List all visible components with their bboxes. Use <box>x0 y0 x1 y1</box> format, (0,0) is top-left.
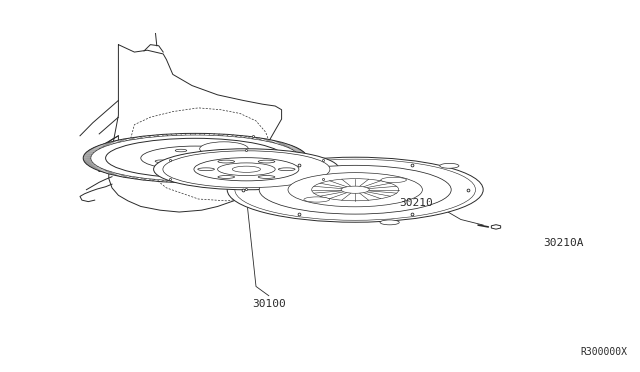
Ellipse shape <box>141 146 250 170</box>
Ellipse shape <box>163 151 330 188</box>
Ellipse shape <box>198 168 214 171</box>
Polygon shape <box>492 225 500 229</box>
Ellipse shape <box>204 164 215 167</box>
Text: 30100: 30100 <box>252 299 285 310</box>
Ellipse shape <box>218 163 275 176</box>
Ellipse shape <box>288 173 422 207</box>
Text: R300000X: R300000X <box>580 347 627 357</box>
Ellipse shape <box>218 160 235 163</box>
Ellipse shape <box>312 179 399 201</box>
Ellipse shape <box>83 134 307 183</box>
Ellipse shape <box>259 160 275 163</box>
Ellipse shape <box>154 149 339 190</box>
Ellipse shape <box>381 177 406 183</box>
Ellipse shape <box>224 154 236 156</box>
Ellipse shape <box>217 179 236 183</box>
Ellipse shape <box>218 176 234 179</box>
Ellipse shape <box>200 142 248 156</box>
Ellipse shape <box>235 159 476 220</box>
Ellipse shape <box>440 163 459 168</box>
Ellipse shape <box>194 158 299 181</box>
Text: 30210: 30210 <box>399 198 433 208</box>
Ellipse shape <box>380 220 399 225</box>
Ellipse shape <box>259 176 275 179</box>
Ellipse shape <box>259 165 451 214</box>
Ellipse shape <box>91 135 300 181</box>
Ellipse shape <box>304 197 330 202</box>
Text: 30210A: 30210A <box>543 238 584 248</box>
Ellipse shape <box>227 157 483 222</box>
Ellipse shape <box>341 186 369 193</box>
Ellipse shape <box>176 154 214 162</box>
Ellipse shape <box>155 160 166 163</box>
Ellipse shape <box>232 166 260 172</box>
Ellipse shape <box>278 168 295 171</box>
Ellipse shape <box>175 149 187 152</box>
Ellipse shape <box>106 138 285 178</box>
